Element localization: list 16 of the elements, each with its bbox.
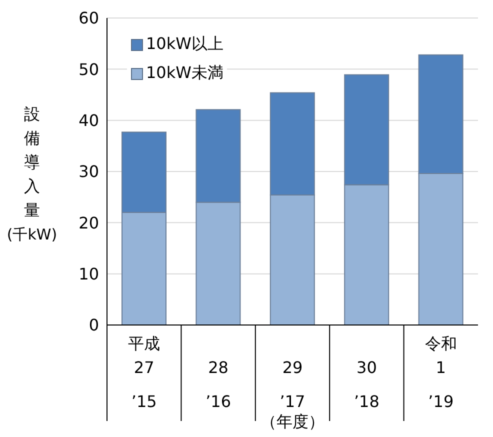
y-axis-title: 設備導入量(千kW) [6,104,58,244]
x-tick-label: 30 ’18 [354,358,380,411]
y-tick-label: 50 [78,60,99,79]
x-tick-label: 28 ’16 [206,358,232,411]
x-axis-title: （年度） [260,413,324,431]
y-tick-label: 20 [78,213,99,232]
legend-label: 10kW以上 [146,34,224,55]
x-tick-label: 平成 27 ’15 [128,334,160,411]
legend-label: 10kW未満 [146,63,224,84]
x-tick-label: 29 ’17 [280,358,306,411]
y-tick-label: 30 [78,162,99,182]
y-tick-label: 40 [78,111,99,130]
y-tick-label: 0 [88,316,99,335]
y-tick-label: 60 [78,8,99,28]
y-tick-label: 10 [78,264,99,284]
x-tick-label: 令和 1 ’19 [424,334,457,411]
